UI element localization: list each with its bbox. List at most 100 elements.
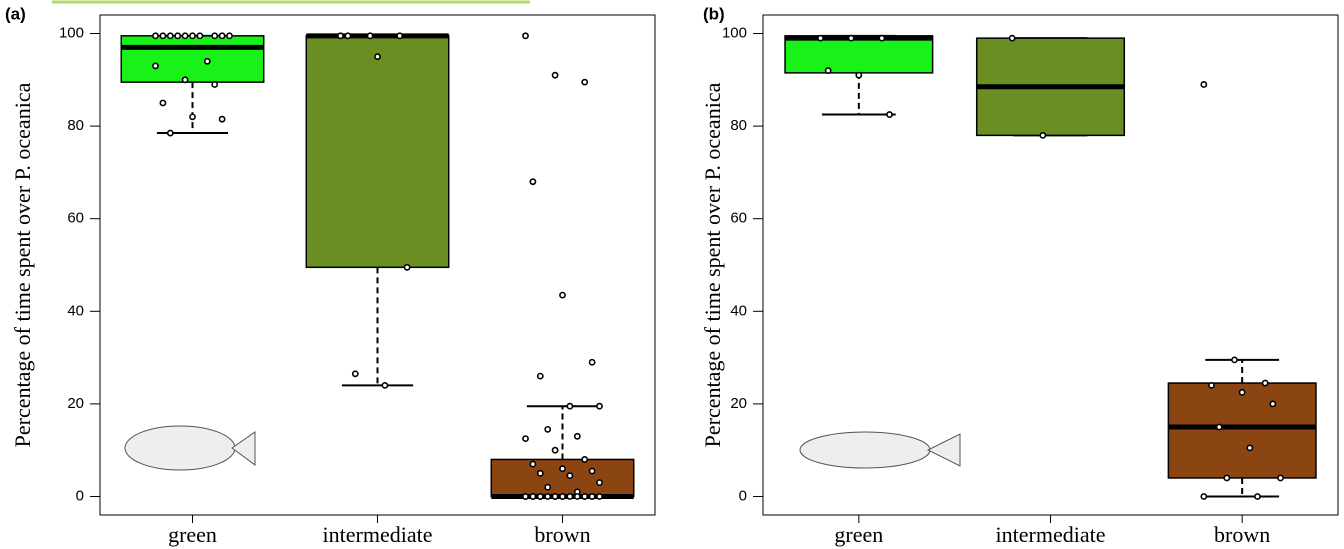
data-point <box>1231 356 1238 364</box>
data-point <box>403 263 411 271</box>
data-point <box>189 113 196 121</box>
data-point <box>1200 493 1208 500</box>
data-point <box>529 178 537 186</box>
data-point <box>588 358 596 366</box>
data-point <box>337 32 344 40</box>
y-axis-label: Percentage of time spent over P. oceanic… <box>700 82 725 447</box>
data-point <box>573 493 581 500</box>
data-point <box>166 32 174 40</box>
data-point <box>581 493 589 500</box>
data-point <box>551 493 559 500</box>
y-tick-label: 20 <box>730 395 747 412</box>
data-point <box>596 402 603 410</box>
data-point <box>396 32 404 40</box>
data-point <box>366 32 374 40</box>
data-point <box>824 67 832 74</box>
data-point <box>381 381 389 389</box>
fish-b <box>799 431 961 469</box>
panel-label: (b) <box>703 4 725 23</box>
data-point <box>174 32 182 40</box>
data-point <box>566 402 574 410</box>
data-point <box>544 483 552 491</box>
data-point <box>1200 81 1208 88</box>
data-point <box>196 32 204 40</box>
y-axis-label: Percentage of time spent over P. oceanic… <box>10 82 35 447</box>
data-point <box>1008 34 1016 42</box>
data-point <box>559 493 566 500</box>
data-point <box>1238 388 1246 396</box>
data-point <box>559 465 566 473</box>
data-point <box>189 32 196 40</box>
data-point <box>878 34 886 42</box>
box <box>1167 382 1317 479</box>
box <box>784 35 934 74</box>
y-tick-label: 60 <box>730 210 747 227</box>
data-point <box>544 493 552 500</box>
box <box>120 35 265 83</box>
data-point <box>218 32 226 40</box>
data-point <box>581 456 589 463</box>
data-point <box>529 493 537 500</box>
data-point <box>211 81 219 88</box>
data-point <box>1277 474 1284 482</box>
y-tick-label: 40 <box>730 302 747 319</box>
data-point <box>529 460 537 468</box>
data-point <box>1246 444 1254 452</box>
data-point <box>522 493 529 500</box>
box <box>490 458 635 498</box>
x-tick-label: green <box>168 522 217 547</box>
fish-a <box>124 425 256 471</box>
y-tick-label: 40 <box>67 302 84 319</box>
data-point <box>566 472 574 480</box>
x-tick-label: intermediate <box>323 522 433 547</box>
data-point <box>351 370 359 378</box>
data-point <box>344 32 352 40</box>
data-point <box>374 53 381 61</box>
data-point <box>1223 474 1231 482</box>
y-tick-label: 0 <box>76 487 84 504</box>
y-tick-label: 100 <box>722 24 747 41</box>
x-tick-label: brown <box>1214 522 1270 547</box>
data-point <box>152 32 159 40</box>
data-point <box>596 479 603 486</box>
data-point <box>544 425 552 433</box>
data-point <box>573 432 581 440</box>
data-point <box>522 32 529 40</box>
data-point <box>1261 379 1269 387</box>
data-point <box>159 99 167 107</box>
data-point <box>847 34 855 42</box>
y-tick-label: 20 <box>67 395 84 412</box>
data-point <box>551 71 559 79</box>
y-tick-label: 100 <box>59 24 84 41</box>
data-point <box>211 32 219 40</box>
data-point <box>1215 423 1223 431</box>
data-point <box>181 32 189 40</box>
x-tick-label: green <box>834 522 883 547</box>
data-point <box>203 57 211 65</box>
data-point <box>1208 381 1215 389</box>
box <box>305 35 450 269</box>
data-point <box>218 115 226 123</box>
data-point <box>588 493 596 500</box>
data-point <box>588 467 596 475</box>
data-point <box>1254 493 1261 500</box>
data-point <box>1039 131 1047 139</box>
data-point <box>181 76 189 84</box>
data-point <box>536 372 544 380</box>
data-point <box>522 435 529 443</box>
data-point <box>536 493 544 500</box>
data-point <box>226 32 233 40</box>
data-point <box>596 493 603 500</box>
data-point <box>566 493 574 500</box>
data-point <box>536 469 544 477</box>
data-point <box>166 129 174 137</box>
data-point <box>886 111 893 118</box>
x-tick-label: brown <box>534 522 590 547</box>
y-tick-label: 80 <box>67 117 84 134</box>
data-point <box>817 34 824 42</box>
data-point <box>855 71 863 79</box>
panel-label: (a) <box>5 4 26 23</box>
y-tick-label: 0 <box>739 487 747 504</box>
data-point <box>559 291 566 299</box>
